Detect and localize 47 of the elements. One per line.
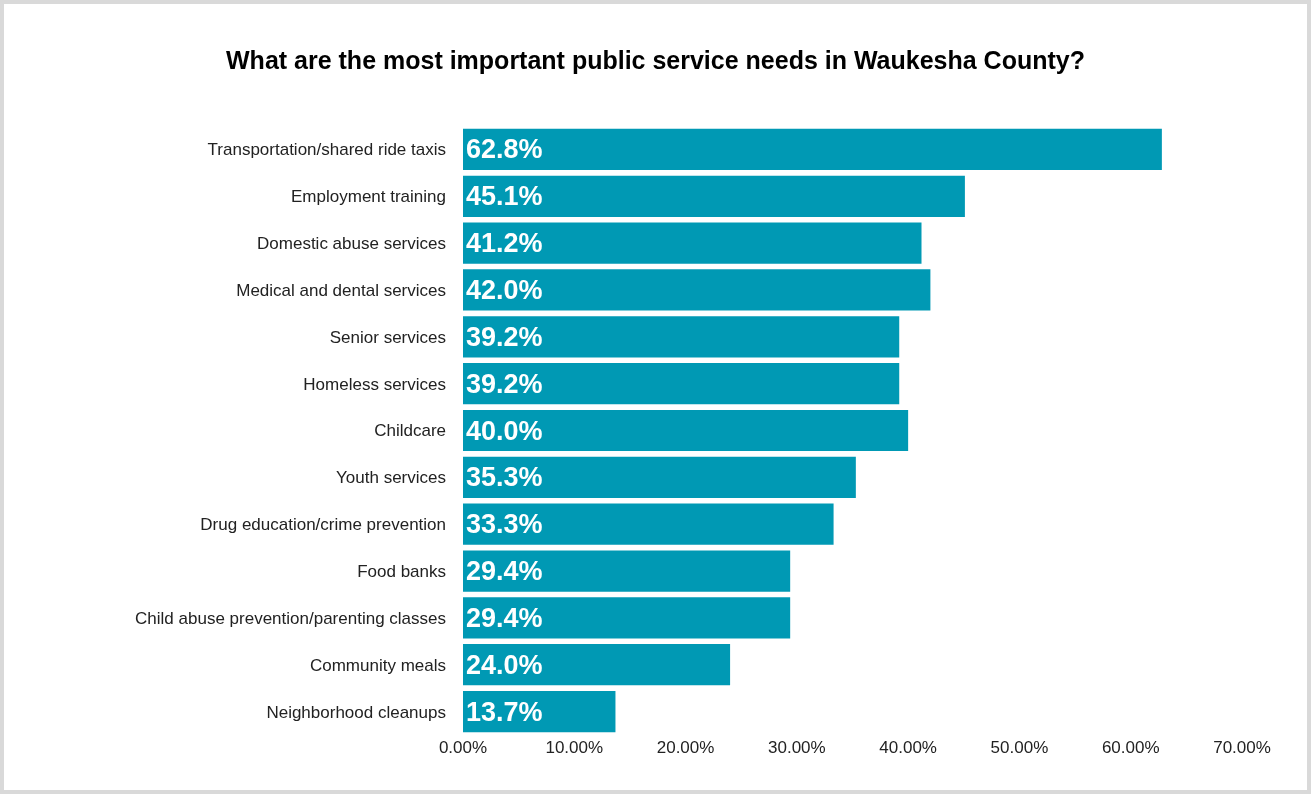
data-label: 62.8% [466, 134, 543, 165]
bar [463, 503, 834, 545]
x-tick-label: 10.00% [545, 738, 604, 757]
y-tick-label: Homeless services [303, 374, 446, 394]
y-tick-label: Youth services [336, 468, 446, 488]
y-tick-label: Employment training [291, 187, 446, 207]
y-tick-label: Domestic abuse services [257, 234, 446, 254]
x-tick-label: 60.00% [1101, 738, 1160, 757]
x-tick-label: 50.00% [990, 738, 1049, 757]
data-label: 42.0% [466, 274, 543, 305]
bar [463, 409, 909, 452]
bar [463, 128, 1162, 171]
y-tick-label: Community meals [309, 655, 446, 675]
x-tick-label: 70.00% [1213, 738, 1271, 757]
data-label: 29.4% [466, 602, 543, 633]
bar [463, 550, 791, 592]
bar [463, 175, 965, 217]
data-label: 33.3% [466, 509, 543, 540]
data-label: 41.2% [466, 228, 543, 259]
y-tick-label: Senior services [329, 327, 446, 347]
bar [463, 597, 791, 639]
y-tick-label: Transportation/shared ride taxis [207, 140, 446, 160]
bar [463, 222, 922, 264]
data-label: 45.1% [466, 181, 543, 212]
x-tick-label: 30.00% [768, 738, 826, 757]
chart-title: What are the most important public service needs in Waukesha County? [226, 45, 1085, 74]
bar [463, 363, 900, 405]
x-tick-label: 40.00% [879, 738, 937, 757]
y-tick-label: Drug education/crime prevention [200, 515, 446, 535]
data-label: 35.3% [466, 462, 543, 493]
data-label: 13.7% [466, 696, 543, 727]
bar [463, 644, 731, 686]
data-label: 40.0% [466, 415, 543, 446]
bar [463, 456, 856, 498]
data-label: 39.2% [466, 368, 543, 399]
bar [463, 316, 900, 358]
y-tick-label: Childcare [374, 421, 446, 441]
y-tick-label: Medical and dental services [236, 280, 446, 300]
data-label: 24.0% [466, 649, 543, 680]
y-tick-label: Neighborhood cleanups [266, 702, 446, 722]
x-tick-label: 20.00% [656, 738, 715, 757]
x-tick-label: 0.00% [438, 738, 488, 757]
data-label: 29.4% [466, 556, 543, 587]
y-tick-label: Food banks [357, 561, 446, 581]
y-tick-label: Child abuse prevention/parenting classes [135, 608, 446, 628]
data-label: 39.2% [466, 321, 543, 352]
bar [463, 269, 931, 311]
